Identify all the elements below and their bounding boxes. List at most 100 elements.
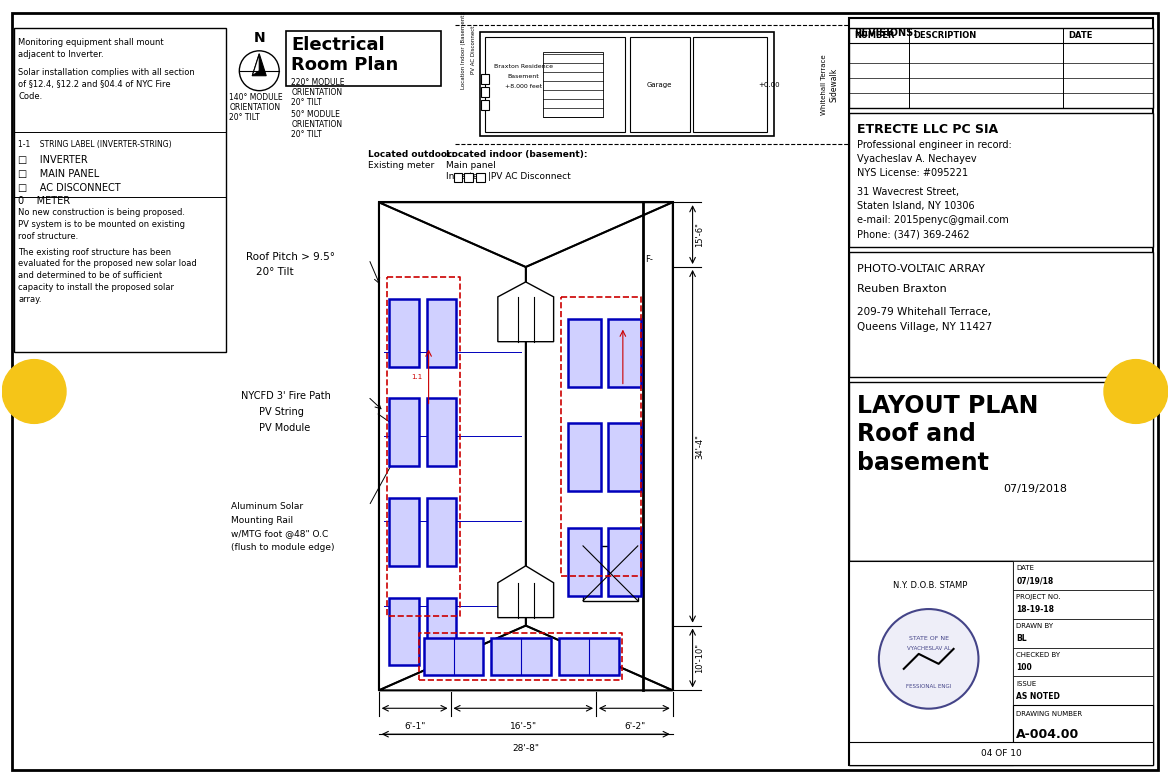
- Text: 04 OF 10: 04 OF 10: [980, 749, 1021, 758]
- Bar: [1013, 619, 1152, 647]
- Text: Room Plan: Room Plan: [291, 55, 398, 74]
- Bar: [481, 32, 775, 136]
- Text: 20° TILT: 20° TILT: [229, 113, 260, 122]
- Text: 100: 100: [1017, 663, 1032, 672]
- Text: 18-19-18: 18-19-18: [1017, 605, 1054, 615]
- Text: Queens Village, NY 11427: Queens Village, NY 11427: [856, 321, 992, 331]
- Bar: [388, 498, 419, 566]
- Text: 220° MODULE: 220° MODULE: [291, 78, 345, 87]
- Bar: [569, 528, 601, 596]
- Text: □    MAIN PANEL: □ MAIN PANEL: [19, 169, 99, 179]
- Bar: [491, 637, 551, 675]
- Bar: [424, 637, 483, 675]
- Text: DRAWING NUMBER: DRAWING NUMBER: [1017, 711, 1082, 717]
- Bar: [849, 561, 1152, 765]
- Text: Location Indoor (Basement):: Location Indoor (Basement):: [461, 11, 466, 89]
- Text: DRAWN BY: DRAWN BY: [1017, 623, 1053, 629]
- Bar: [427, 299, 456, 367]
- Text: capacity to install the proposed solar: capacity to install the proposed solar: [19, 283, 174, 292]
- Text: Reuben Braxton: Reuben Braxton: [856, 284, 947, 294]
- Text: REVISIONS:: REVISIONS:: [854, 28, 917, 38]
- Text: BL: BL: [1017, 634, 1027, 644]
- Text: Professional engineer in record:: Professional engineer in record:: [856, 140, 1012, 151]
- Text: 16'-5": 16'-5": [510, 722, 537, 731]
- Text: FESSIONAL ENGI: FESSIONAL ENGI: [906, 684, 951, 690]
- Bar: [481, 87, 489, 97]
- Text: ORIENTATION: ORIENTATION: [229, 103, 281, 112]
- Text: LAYOUT PLAN: LAYOUT PLAN: [856, 395, 1038, 418]
- Text: Roof Pitch > 9.5°: Roof Pitch > 9.5°: [247, 252, 336, 262]
- Polygon shape: [498, 566, 553, 618]
- Text: VYACHESLAV AL: VYACHESLAV AL: [907, 647, 950, 651]
- Text: Electrical: Electrical: [291, 36, 385, 54]
- Text: Monitoring equipment shall mount: Monitoring equipment shall mount: [19, 38, 164, 48]
- Text: DATE: DATE: [1068, 31, 1093, 41]
- Text: Located outdoor:: Located outdoor:: [367, 150, 455, 159]
- Text: adjacent to Inverter.: adjacent to Inverter.: [19, 50, 104, 59]
- Text: 209-79 Whitehall Terrace,: 209-79 Whitehall Terrace,: [856, 307, 991, 317]
- Bar: [481, 74, 489, 83]
- Text: w/MTG foot @48" O.C: w/MTG foot @48" O.C: [232, 530, 329, 538]
- Bar: [583, 546, 638, 601]
- Text: DATE: DATE: [1017, 565, 1034, 571]
- Text: PHOTO-VOLTAIC ARRAY: PHOTO-VOLTAIC ARRAY: [856, 264, 985, 274]
- Bar: [1013, 676, 1152, 705]
- Text: Solar installation complies with all section: Solar installation complies with all sec…: [19, 68, 195, 77]
- Text: 34'-4": 34'-4": [696, 434, 704, 459]
- Text: 31 Wavecrest Street,: 31 Wavecrest Street,: [856, 187, 959, 197]
- Circle shape: [879, 609, 978, 709]
- Bar: [693, 37, 768, 132]
- Text: □    AC DISCONNECT: □ AC DISCONNECT: [19, 183, 121, 193]
- Text: of §12.4, §12.2 and §04.4 of NYC Fire: of §12.4, §12.2 and §04.4 of NYC Fire: [19, 80, 171, 89]
- Bar: [569, 424, 601, 491]
- Text: array.: array.: [19, 296, 42, 304]
- Text: Garage: Garage: [647, 82, 673, 87]
- Text: Aluminum Solar: Aluminum Solar: [232, 502, 303, 511]
- Text: 6'-2": 6'-2": [624, 722, 646, 731]
- Bar: [849, 742, 1152, 765]
- Text: 10'-10": 10'-10": [696, 643, 704, 673]
- Bar: [388, 299, 419, 367]
- Bar: [629, 37, 689, 132]
- Text: Vyacheslav A. Nechayev: Vyacheslav A. Nechayev: [856, 154, 977, 165]
- Text: AS NOTED: AS NOTED: [1017, 692, 1060, 701]
- Text: PV AC Disconnect: PV AC Disconnect: [472, 26, 476, 74]
- Text: F-: F-: [645, 254, 653, 264]
- Bar: [849, 252, 1152, 377]
- Text: +8.000 feet: +8.000 feet: [504, 84, 542, 89]
- Bar: [608, 424, 641, 491]
- Text: N.Y. D.O.B. STAMP: N.Y. D.O.B. STAMP: [894, 581, 968, 590]
- Bar: [608, 319, 641, 387]
- Text: roof structure.: roof structure.: [19, 232, 78, 240]
- Bar: [427, 399, 456, 466]
- Text: Roof and: Roof and: [856, 422, 976, 446]
- Text: 20° TILT: 20° TILT: [291, 98, 322, 107]
- Text: ORIENTATION: ORIENTATION: [291, 88, 343, 98]
- Bar: [464, 173, 474, 183]
- Bar: [849, 561, 1013, 765]
- Bar: [849, 18, 1152, 765]
- Text: Located indoor (basement):: Located indoor (basement):: [446, 150, 587, 159]
- Text: 20° TILT: 20° TILT: [291, 130, 322, 139]
- Bar: [559, 637, 619, 675]
- Polygon shape: [379, 626, 673, 690]
- Text: and determined to be of sufficient: and determined to be of sufficient: [19, 271, 163, 281]
- Text: 1-1    STRING LABEL (INVERTER-STRING): 1-1 STRING LABEL (INVERTER-STRING): [19, 140, 172, 149]
- Text: 07/19/2018: 07/19/2018: [1004, 484, 1067, 494]
- Text: (flush to module edge): (flush to module edge): [232, 544, 335, 552]
- Text: 07/19/18: 07/19/18: [1017, 576, 1054, 586]
- Bar: [849, 381, 1152, 561]
- Bar: [849, 28, 1152, 108]
- Bar: [849, 112, 1152, 247]
- Text: Mounting Rail: Mounting Rail: [232, 516, 294, 524]
- Circle shape: [1104, 360, 1168, 424]
- Text: Main panel: Main panel: [446, 161, 495, 170]
- Text: 140° MODULE: 140° MODULE: [229, 93, 283, 102]
- Text: Staten Island, NY 10306: Staten Island, NY 10306: [856, 201, 975, 211]
- Bar: [476, 173, 486, 183]
- Bar: [287, 31, 441, 86]
- Text: 2.: 2.: [632, 353, 638, 360]
- Bar: [543, 51, 603, 116]
- Text: 6'-1": 6'-1": [404, 722, 426, 731]
- Bar: [569, 319, 601, 387]
